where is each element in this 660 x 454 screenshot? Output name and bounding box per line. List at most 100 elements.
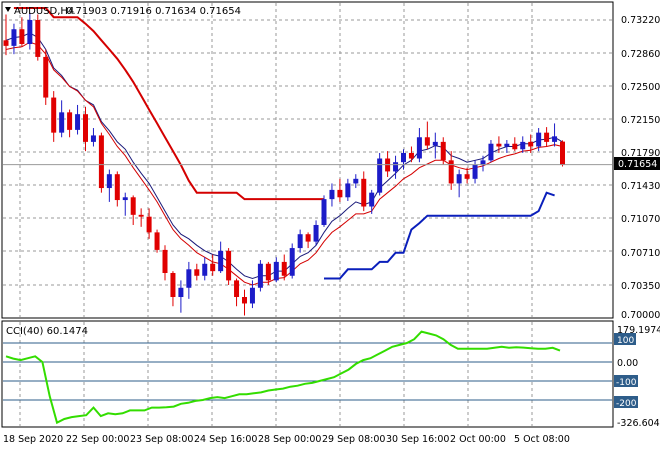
price-tick-label: 0.70710 <box>621 248 660 259</box>
cci-level-label: 100 <box>617 336 634 346</box>
cci-label: CCI(40) 60.1474 <box>6 326 88 337</box>
candle-body <box>345 183 351 198</box>
candle-body <box>146 216 152 233</box>
candle-body <box>162 249 168 273</box>
candle-body <box>377 158 383 193</box>
candle-body <box>106 174 112 189</box>
price-pane[interactable] <box>1 1 614 319</box>
price-tick-label: 0.70000 <box>621 310 660 321</box>
time-tick-label: 2 Oct 00:00 <box>450 434 506 445</box>
candle-body <box>154 232 160 250</box>
candle-body <box>560 141 565 165</box>
candle-body <box>353 178 359 184</box>
triangle-down-icon[interactable] <box>5 7 11 12</box>
price-tick-label: 0.70350 <box>621 281 660 292</box>
candle-body <box>194 269 200 276</box>
trailing-stop-blue <box>324 191 555 280</box>
ohlc-label: 0.71903 0.71916 0.71634 0.71654 <box>66 6 241 17</box>
cci-pane[interactable] <box>1 320 614 428</box>
candle-body <box>273 261 279 281</box>
candle-body <box>257 263 263 288</box>
candle-body <box>480 160 486 165</box>
price-tick-label: 0.73220 <box>621 15 660 26</box>
price-tick-label: 0.72500 <box>621 82 660 93</box>
price-tick-label: 0.71430 <box>621 181 660 192</box>
candle-body <box>329 189 335 200</box>
candle-body <box>297 234 303 249</box>
candle-body <box>178 287 184 298</box>
candle-body <box>27 20 33 45</box>
cci-level-tag <box>614 396 638 408</box>
price-series <box>3 7 612 316</box>
time-tick-label: 28 Sep 00:00 <box>258 434 321 445</box>
candle-body <box>67 112 73 130</box>
candle-body <box>321 199 327 225</box>
cci-zero-label: 0.00 <box>617 358 638 369</box>
candle-body <box>432 141 438 146</box>
cci-series <box>5 330 561 425</box>
candle-body <box>528 141 534 147</box>
symbol-label: AUDUSD,H4 <box>14 6 74 17</box>
cci-max-label: 179.1974 <box>617 325 660 336</box>
candle-body <box>75 114 81 130</box>
time-tick-label: 18 Sep 2020 <box>3 434 63 445</box>
time-tick-label: 22 Sep 00:00 <box>66 434 129 445</box>
candle-body <box>488 143 494 161</box>
candle-body <box>242 297 247 304</box>
candle-body <box>281 261 287 276</box>
candle-body <box>472 164 478 179</box>
candle-body <box>424 137 430 146</box>
candle-body <box>249 287 255 304</box>
candle-body <box>337 189 343 198</box>
trailing-stop-red <box>13 7 324 201</box>
price-tick-label: 0.71070 <box>621 214 660 225</box>
cci-level-label: -200 <box>616 399 637 409</box>
candle-body <box>313 224 319 242</box>
price-axis: 0.73220 0.72860 0.72500 0.72150 0.71790 … <box>614 15 660 321</box>
candle-body <box>408 152 414 159</box>
candle-body <box>35 20 41 57</box>
cci-level-label: -100 <box>616 378 637 388</box>
candle-body <box>544 132 550 142</box>
candle-body <box>83 114 88 142</box>
candle-body <box>210 263 216 272</box>
candle-body <box>305 234 311 242</box>
current-price-label: 0.71654 <box>618 159 657 170</box>
candle-body <box>361 178 367 207</box>
candle-body <box>552 136 558 142</box>
candle-body <box>202 263 208 276</box>
candle-body <box>512 143 518 150</box>
candle-body <box>464 174 470 179</box>
candle-body <box>130 197 136 215</box>
candle-body <box>504 143 510 147</box>
cci-level-tag <box>614 333 636 345</box>
candle-body <box>496 143 502 147</box>
candle-body <box>98 135 104 189</box>
candle-body <box>234 280 240 298</box>
cci-line <box>5 330 561 425</box>
candle-body <box>536 132 542 147</box>
time-tick-label: 24 Sep 16:00 <box>194 434 257 445</box>
candle-body <box>289 248 295 276</box>
candle-body <box>440 141 446 161</box>
price-tick-label: 0.71790 <box>621 148 660 159</box>
candle-body <box>59 112 65 133</box>
price-tick-label: 0.72860 <box>621 49 660 60</box>
candle-body <box>122 197 128 201</box>
candle-body <box>448 160 454 184</box>
price-tick-label: 0.72150 <box>621 115 660 126</box>
candle-body <box>416 137 422 159</box>
candle-body <box>114 174 120 201</box>
candle-body <box>226 250 232 281</box>
candle-body <box>43 56 49 98</box>
candle-body <box>520 141 526 150</box>
cci-level-tag <box>614 375 638 387</box>
time-tick-label: 5 Oct 08:00 <box>514 434 570 445</box>
candle-body <box>393 162 399 172</box>
candle-body <box>265 263 271 281</box>
candle-body <box>369 192 375 207</box>
